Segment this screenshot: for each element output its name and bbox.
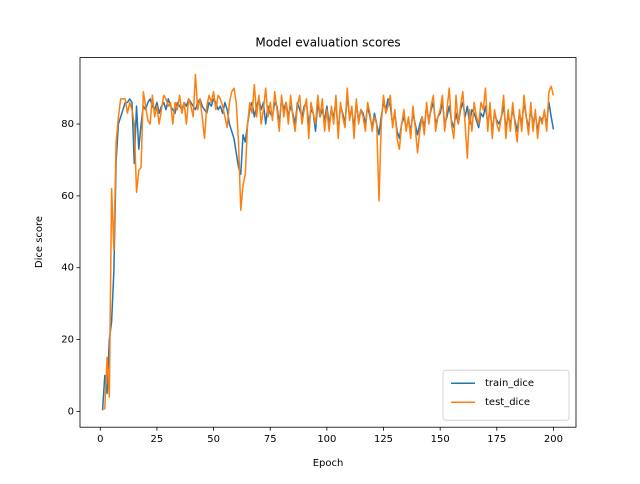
y-tick-label: 60 [61, 191, 74, 202]
data-line [101, 94, 555, 411]
plot-frame [79, 57, 577, 428]
x-tick-label: 100 [317, 434, 336, 445]
x-tick-label: 175 [487, 434, 506, 445]
chart-title: Model evaluation scores [255, 36, 400, 50]
y-tick-label: 0 [68, 406, 74, 417]
x-tick-label: 125 [374, 434, 393, 445]
x-tick-label: 200 [544, 434, 563, 445]
y-axis-label: Dice score [34, 216, 45, 268]
x-tick-label: 0 [97, 434, 103, 445]
x-axis-label: Epoch [313, 458, 344, 469]
y-tick-label: 40 [61, 263, 74, 274]
data-line [102, 73, 555, 411]
y-tick-label: 20 [61, 335, 74, 346]
legend-label: train_dice [485, 378, 534, 389]
y-tick-label: 80 [61, 119, 74, 130]
x-tick-label: 50 [207, 434, 220, 445]
x-tick-label: 150 [431, 434, 450, 445]
legend-label: test_dice [485, 397, 530, 408]
x-tick-label: 25 [151, 434, 164, 445]
x-tick-label: 75 [264, 434, 277, 445]
